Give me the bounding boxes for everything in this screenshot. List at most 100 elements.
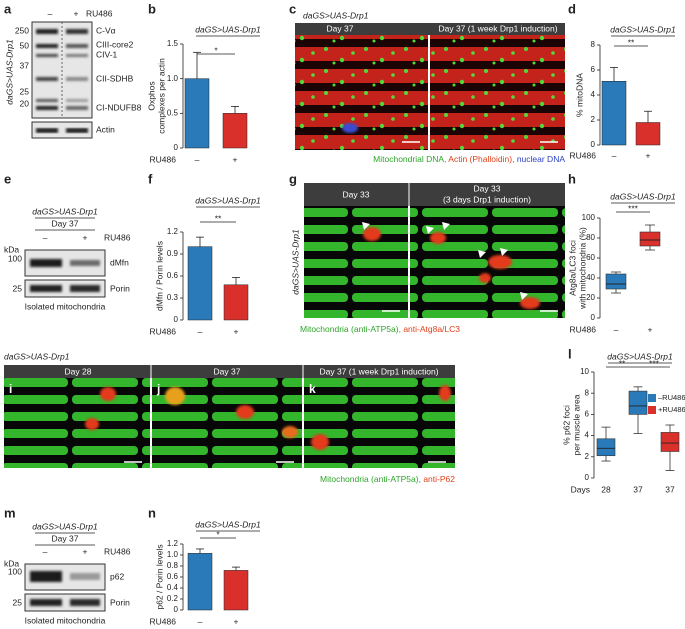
legend-label: –RU486	[658, 393, 685, 402]
caption: Mitochondria (anti-ATP5a), anti-P62	[320, 474, 455, 484]
significance-label: **	[628, 37, 635, 47]
band-label: dMfn	[110, 257, 129, 267]
decoration	[36, 29, 58, 34]
caption-part: Actin (Phalloidin),	[448, 154, 514, 164]
micrograph	[430, 35, 565, 150]
panel-letter: g	[289, 171, 297, 186]
panel-e: e daGS>UAS-Drp1 Day 37 – + RU486 kDa 100…	[4, 171, 131, 311]
y-tick-label: 1.0	[167, 74, 179, 83]
image-header: Day 37 (1 week Drp1 induction)	[319, 366, 438, 376]
decoration	[30, 571, 100, 606]
lane-label: –	[48, 8, 53, 18]
y-axis-label: % mitoDNA	[574, 73, 584, 117]
genotype-label: daGS>UAS-Drp1	[32, 206, 98, 216]
x-tick-label: +	[646, 150, 651, 160]
kda-title: kDa	[4, 244, 19, 254]
decoration	[70, 285, 100, 292]
decoration	[66, 77, 88, 81]
bar	[601, 81, 627, 146]
box	[596, 438, 616, 457]
kda-label: 25	[13, 283, 23, 293]
x-tick-label: 37	[665, 484, 675, 494]
panel-a: a – + RU486 daGS>UAS-Drp1 250 50 37 25 2…	[4, 1, 142, 139]
y-tick-label: 60	[586, 253, 595, 262]
y-axis-label: Oxphos	[146, 81, 156, 110]
micrograph	[304, 206, 408, 318]
chart-title: daGS>UAS-Drp1	[195, 519, 261, 529]
caption: Mitochondrial DNA, Actin (Phalloidin), n…	[373, 154, 565, 164]
blot	[31, 121, 93, 139]
bar	[223, 284, 249, 321]
caption-part: Mitochondrial DNA,	[373, 154, 446, 164]
decoration	[282, 426, 298, 438]
bands	[36, 29, 88, 110]
y-tick-label: 0.6	[167, 271, 179, 280]
decoration	[430, 232, 446, 244]
kda-label: 25	[20, 86, 30, 96]
box	[639, 231, 661, 247]
caption: Mitochondria (anti-ATP5a), anti-Atg8a/LC…	[300, 324, 460, 334]
panel-m: m daGS>UAS-Drp1 Day 37 – + RU486 kDa 100…	[4, 505, 131, 625]
decoration	[30, 571, 62, 582]
image-header: Day 28	[65, 366, 92, 376]
micrograph	[304, 378, 455, 468]
y-tick-label: 40	[586, 273, 595, 282]
significance-label: **	[619, 358, 626, 368]
kda-label: 50	[20, 40, 30, 50]
lane-label: +	[83, 232, 88, 242]
x-axis-label: RU486	[150, 616, 177, 626]
decoration	[479, 273, 491, 283]
panel-c: c daGS>UAS-Drp1 Day 37 Day 37 (1 week Dr…	[289, 1, 565, 164]
band-label: Porin	[110, 283, 130, 293]
x-axis-label: RU486	[570, 324, 597, 334]
chart-title: daGS>UAS-Drp1	[607, 351, 673, 361]
lane-label: +	[83, 546, 88, 556]
band-label: CI-NDUFB8	[96, 102, 142, 112]
caption-part: Mitochondria (anti-ATP5a),	[320, 474, 421, 484]
decoration	[363, 227, 381, 241]
y-tick-label: 0.2	[167, 594, 179, 603]
panel-letter: f	[148, 171, 153, 186]
box	[605, 273, 627, 290]
y-tick-label: 0.8	[167, 561, 179, 570]
image-header: Day 37	[327, 23, 354, 33]
x-tick-label: –	[195, 154, 200, 164]
y-tick-label: 10	[580, 367, 589, 376]
bar	[635, 122, 661, 146]
decoration	[426, 226, 434, 234]
x-tick-label: –	[614, 324, 619, 334]
band-label: p62	[110, 571, 124, 581]
box	[660, 432, 680, 452]
image-header: Day 37 (1 week Drp1 induction)	[438, 23, 557, 33]
decoration	[520, 292, 528, 300]
panel-letter: b	[148, 1, 156, 16]
decoration	[488, 255, 512, 269]
y-tick-label: 0.6	[167, 572, 179, 581]
y-tick-label: 0	[174, 605, 179, 614]
y-tick-label: 0.3	[167, 293, 179, 302]
y-tick-label: 100	[582, 213, 596, 222]
day-label: Day 37	[52, 218, 79, 228]
y-tick-label: 2	[585, 452, 590, 461]
caption-part: anti-Atg8a/LC3	[403, 324, 460, 334]
panel-letter: c	[289, 1, 296, 16]
lane-label: –	[43, 232, 48, 242]
x-tick-label: +	[233, 154, 238, 164]
decoration	[66, 29, 88, 34]
band-label: C-Vα	[96, 25, 116, 35]
caption: Isolated mitochondria	[25, 301, 106, 311]
y-tick-label: 1.2	[167, 227, 179, 236]
decoration	[36, 106, 58, 110]
panel-letter: i	[9, 382, 12, 396]
decoration	[30, 285, 62, 292]
significance-label: ***	[649, 358, 660, 368]
decoration	[36, 44, 58, 48]
y-tick-label: 4	[591, 90, 596, 99]
y-tick-label: 0	[591, 313, 596, 322]
y-tick-label: 8	[591, 40, 596, 49]
x-tick-label: –	[198, 326, 203, 336]
panel-letter: e	[4, 171, 11, 186]
decoration	[36, 128, 88, 133]
x-axis-label: RU486	[150, 326, 177, 336]
